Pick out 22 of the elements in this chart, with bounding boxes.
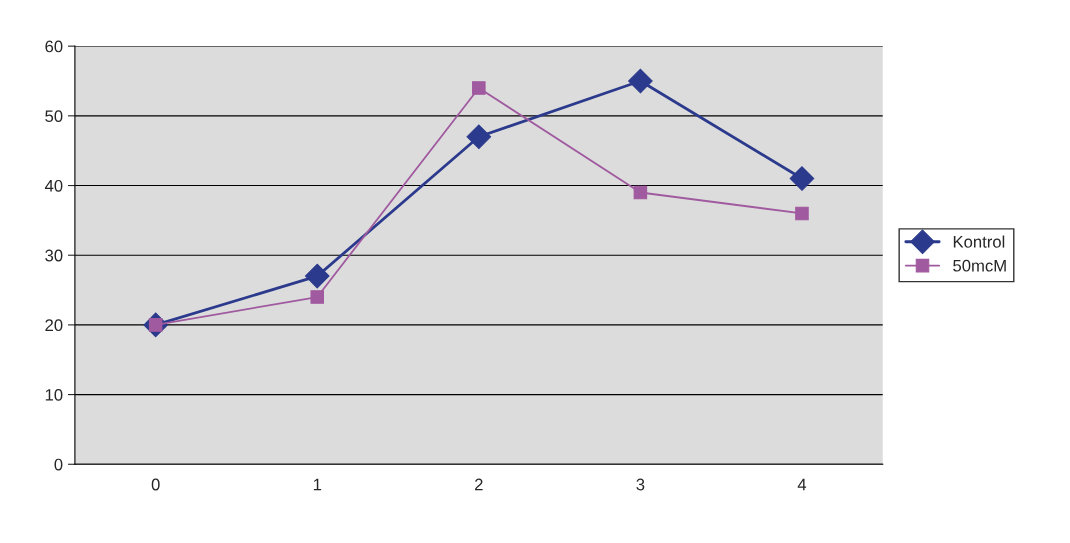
y-tick-label: 60 — [45, 40, 63, 53]
y-tick-label: 40 — [44, 179, 63, 192]
y-tick-label: 30 — [45, 249, 63, 262]
point — [310, 290, 325, 304]
x-tick-label: 1 — [313, 478, 322, 491]
legend-label: Kontrol — [953, 235, 1005, 248]
x-tick-label: 0 — [151, 478, 160, 491]
y-tick-label: 50 — [45, 110, 63, 123]
x-tick-label: 2 — [475, 478, 483, 491]
x-tick-label: 4 — [797, 478, 807, 491]
y-tick-label: 20 — [45, 319, 63, 332]
point — [633, 185, 648, 200]
point — [304, 263, 330, 289]
point — [466, 124, 492, 150]
point — [472, 81, 486, 95]
y-tick-label: 10 — [45, 388, 63, 401]
point — [628, 68, 653, 94]
point — [795, 206, 809, 221]
x-tick-label: 3 — [636, 478, 645, 491]
y-tick-label: 0 — [54, 458, 63, 471]
point — [789, 166, 815, 191]
legend-label: 50mcM — [953, 259, 1006, 272]
